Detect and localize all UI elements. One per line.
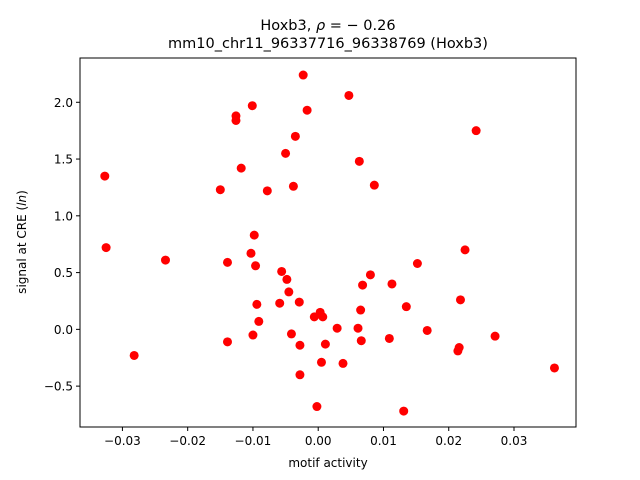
- chart-title-line2: mm10_chr11_96337716_96338769 (Hoxb3): [168, 36, 488, 52]
- x-tick-label-3: 0.00: [305, 434, 332, 448]
- data-point-4: [215, 185, 225, 195]
- y-tick-label-1: 0.0: [54, 323, 73, 337]
- data-point-12: [248, 330, 258, 340]
- data-point-29: [298, 70, 308, 80]
- data-point-50: [401, 302, 411, 312]
- chart-title-rho: ρ: [316, 18, 326, 34]
- data-point-26: [294, 297, 304, 307]
- data-point-2: [129, 350, 139, 360]
- data-point-27: [295, 340, 305, 350]
- x-tick-label-0: −0.03: [104, 434, 141, 448]
- data-point-48: [387, 279, 397, 289]
- data-point-45: [365, 270, 375, 280]
- data-point-17: [262, 186, 272, 196]
- chart-title-line1: Hoxb3, ρ = − 0.26: [260, 18, 395, 34]
- data-point-14: [251, 261, 261, 271]
- x-axis-label: motif activity: [288, 456, 367, 470]
- plot-area-frame: [79, 57, 577, 428]
- y-tick-label-3: 1.0: [54, 209, 73, 223]
- data-point-59: [549, 363, 559, 373]
- data-point-13: [249, 230, 259, 240]
- y-axis-label: signal at CRE (ln): [15, 190, 29, 294]
- data-point-39: [344, 90, 354, 100]
- y-tick-label-4: 1.5: [54, 153, 73, 167]
- data-point-47: [384, 333, 394, 343]
- x-tick-label-2: −0.01: [235, 434, 272, 448]
- data-point-54: [454, 343, 464, 353]
- data-point-8: [231, 115, 241, 125]
- x-tick-label-5: 0.02: [435, 434, 462, 448]
- x-axis-ticks: −0.03 −0.02 −0.01 0.00 0.01 0.02 0.03: [104, 427, 527, 448]
- data-point-58: [490, 331, 500, 341]
- data-point-25: [290, 131, 300, 141]
- y-axis-label-prefix: signal at CRE (: [15, 206, 29, 294]
- data-point-42: [356, 305, 366, 315]
- scatter-points: [100, 70, 559, 416]
- y-axis-label-var: ln: [15, 195, 29, 206]
- data-point-40: [353, 323, 363, 333]
- data-point-57: [471, 126, 481, 136]
- data-point-24: [288, 181, 298, 191]
- data-point-49: [399, 406, 409, 416]
- data-point-11: [247, 101, 257, 111]
- data-point-38: [338, 358, 348, 368]
- data-point-21: [282, 274, 292, 284]
- data-point-37: [332, 323, 342, 333]
- y-tick-label-0: −0.5: [44, 380, 73, 394]
- data-point-23: [286, 329, 296, 339]
- data-point-16: [254, 316, 264, 326]
- chart-title-suffix: = − 0.26: [325, 18, 395, 34]
- data-point-5: [222, 257, 232, 267]
- data-point-28: [295, 370, 305, 380]
- data-point-6: [222, 337, 232, 347]
- x-tick-label-6: 0.03: [501, 434, 528, 448]
- data-point-10: [246, 248, 256, 258]
- y-tick-label-5: 2.0: [54, 96, 73, 110]
- data-point-30: [302, 105, 312, 115]
- chart-title-prefix: Hoxb3,: [260, 18, 316, 34]
- y-tick-label-2: 0.5: [54, 266, 73, 280]
- data-point-56: [460, 245, 470, 255]
- y-axis-ticks: −0.5 0.0 0.5 1.0 1.5 2.0: [44, 96, 80, 394]
- x-tick-label-1: −0.02: [169, 434, 206, 448]
- data-point-41: [354, 156, 364, 166]
- data-point-55: [455, 295, 465, 305]
- y-axis-label-suffix: ): [15, 190, 29, 195]
- data-point-44: [358, 280, 368, 290]
- data-point-35: [318, 312, 328, 322]
- data-point-36: [320, 339, 330, 349]
- data-point-51: [412, 259, 422, 268]
- x-tick-label-4: 0.01: [370, 434, 397, 448]
- data-point-0: [100, 171, 110, 181]
- data-point-18: [275, 298, 285, 308]
- data-point-9: [236, 163, 246, 173]
- data-point-15: [252, 299, 262, 309]
- data-point-1: [101, 243, 111, 253]
- data-point-46: [369, 180, 379, 190]
- data-point-34: [316, 357, 326, 367]
- data-point-22: [284, 287, 294, 297]
- data-point-3: [160, 255, 170, 265]
- data-point-52: [422, 325, 432, 335]
- data-point-19: [277, 266, 287, 276]
- data-point-32: [312, 402, 322, 412]
- data-point-20: [281, 148, 291, 158]
- data-point-43: [356, 336, 366, 346]
